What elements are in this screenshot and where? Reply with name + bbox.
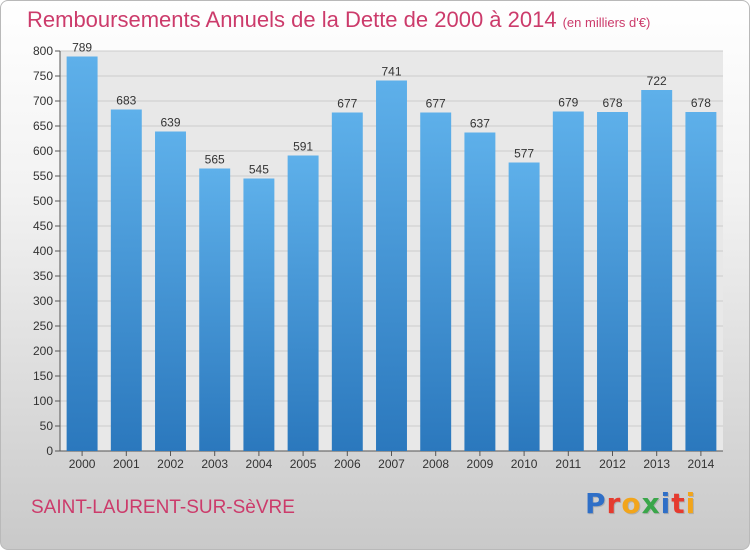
bar	[685, 112, 717, 451]
x-tick-label: 2010	[511, 457, 538, 471]
bar-value-label: 677	[337, 97, 357, 111]
bar-value-label: 637	[470, 117, 490, 131]
x-tick-label: 2005	[290, 457, 317, 471]
bar-value-label: 565	[205, 153, 225, 167]
bar	[597, 112, 628, 451]
y-tick-label: 150	[33, 369, 53, 383]
x-tick-label: 2000	[69, 457, 96, 471]
y-tick-label: 800	[33, 44, 53, 58]
bar-value-label: 591	[293, 140, 313, 154]
chart-unit-note: (en milliers d'€)	[562, 15, 651, 30]
y-tick-label: 350	[33, 269, 53, 283]
bar-value-label: 679	[558, 96, 578, 110]
bar	[376, 80, 407, 451]
bar	[243, 178, 275, 451]
y-tick-label: 50	[40, 419, 54, 433]
x-tick-label: 2007	[378, 457, 405, 471]
y-tick-label: 400	[33, 244, 53, 258]
bar	[110, 109, 142, 451]
y-tick-label: 750	[33, 69, 53, 83]
bar-value-label: 677	[426, 97, 446, 111]
bar	[420, 112, 452, 451]
x-tick-label: 2011	[555, 457, 581, 471]
y-tick-label: 600	[33, 144, 53, 158]
y-tick-label: 100	[33, 394, 53, 408]
y-tick-label: 650	[33, 119, 53, 133]
bar-value-label: 639	[160, 116, 180, 130]
x-tick-label: 2008	[422, 457, 449, 471]
y-tick-label: 250	[33, 319, 53, 333]
y-tick-label: 300	[33, 294, 53, 308]
x-tick-label: 2003	[201, 457, 228, 471]
bar-value-label: 678	[691, 96, 711, 110]
bar	[552, 111, 584, 451]
bar	[508, 162, 540, 451]
bar-value-label: 545	[249, 163, 269, 177]
bar-value-label: 722	[647, 74, 667, 88]
bar	[641, 90, 673, 451]
bar	[66, 56, 98, 451]
x-tick-label: 2014	[688, 457, 715, 471]
bar-value-label: 678	[602, 96, 622, 110]
x-tick-label: 2012	[599, 457, 626, 471]
y-tick-label: 700	[33, 94, 53, 108]
x-tick-label: 2004	[246, 457, 273, 471]
y-tick-label: 0	[46, 444, 53, 458]
proxiti-logo: Proxiti	[585, 487, 697, 520]
x-tick-label: 2002	[157, 457, 184, 471]
y-tick-label: 550	[33, 169, 53, 183]
x-tick-label: 2013	[643, 457, 670, 471]
chart-title-text: Remboursements Annuels de la Dette de 20…	[27, 7, 557, 32]
bar-value-label: 683	[116, 94, 136, 108]
x-tick-label: 2009	[467, 457, 494, 471]
bar	[464, 132, 496, 451]
y-tick-label: 450	[33, 219, 53, 233]
x-tick-label: 2001	[113, 457, 140, 471]
commune-name: SAINT-LAURENT-SUR-SèVRE	[31, 497, 295, 518]
bar-value-label: 789	[72, 41, 92, 55]
bar	[199, 168, 231, 451]
bar	[331, 112, 363, 451]
bar-value-label: 741	[381, 65, 401, 79]
bar	[155, 131, 186, 451]
bar	[287, 155, 319, 451]
x-tick-label: 2006	[334, 457, 361, 471]
y-tick-label: 500	[33, 194, 53, 208]
bar-value-label: 577	[514, 147, 534, 161]
y-tick-label: 200	[33, 344, 53, 358]
chart-title: Remboursements Annuels de la Dette de 20…	[27, 7, 650, 33]
